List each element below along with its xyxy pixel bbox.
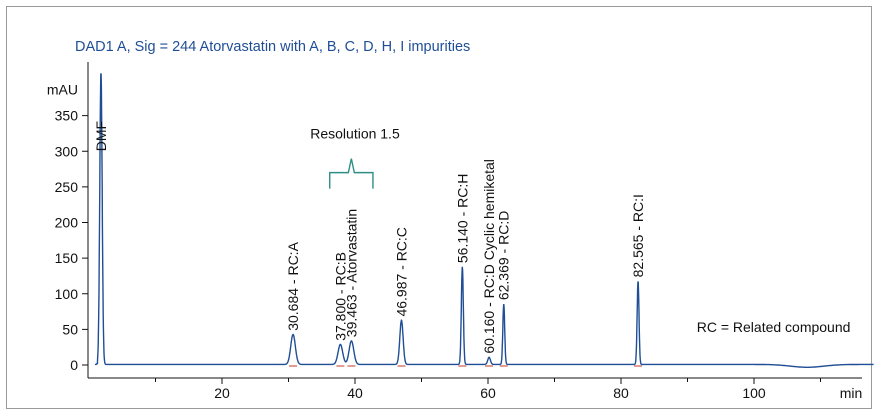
y-tick-label: 350	[55, 108, 79, 124]
peak-label: 56.140 - RC:H	[454, 174, 470, 263]
axes: 0 50 100 150 200 250 300 350 mAU 20 40 60 80 100 min	[47, 62, 862, 401]
y-axis-label: mAU	[47, 81, 78, 97]
peak-label: 46.987 - RC:C	[393, 227, 409, 316]
x-tick-label: 100	[742, 385, 766, 401]
chart-frame	[6, 6, 872, 409]
y-tick-label: 0	[70, 357, 78, 373]
peak-label: 39.463 - Atorvastatin	[343, 209, 359, 337]
x-tick-label: 60	[480, 385, 496, 401]
resolution-label: Resolution 1.5	[310, 125, 400, 141]
peak-labels: DMF 30.684 - RC:A 37.800 - RC:B39.463 - At…	[93, 121, 850, 354]
peak-label: 30.684 - RC:A	[285, 241, 301, 330]
y-tick-label: 300	[55, 143, 79, 159]
x-tick-label: 20	[214, 385, 230, 401]
x-axis-label: min	[840, 385, 863, 401]
chart-title: DAD1 A, Sig = 244 Atorvastatin with A, B…	[75, 39, 470, 55]
y-tick-label: 150	[55, 250, 79, 266]
chromatogram-trace	[95, 73, 874, 368]
peak-label: DMF	[93, 121, 109, 151]
peak-label: 82.565 - RC:I	[630, 194, 646, 277]
y-tick-label: 50	[62, 321, 78, 337]
x-tick-label: 80	[613, 385, 629, 401]
y-tick-label: 200	[55, 215, 79, 231]
x-tick-label: 40	[347, 385, 363, 401]
resolution-bracket	[329, 158, 374, 189]
rc-note: RC = Related compound	[697, 319, 851, 335]
peak-label: 62.369 - RC:D	[496, 211, 512, 300]
peak-label: 37.800 - RC:B	[332, 252, 348, 341]
y-tick-label: 250	[55, 179, 79, 195]
y-tick-label: 100	[55, 286, 79, 302]
trace-layer	[95, 73, 874, 368]
peak-label: 60.160 - RC:D Cyclic hemiketal	[481, 159, 497, 354]
